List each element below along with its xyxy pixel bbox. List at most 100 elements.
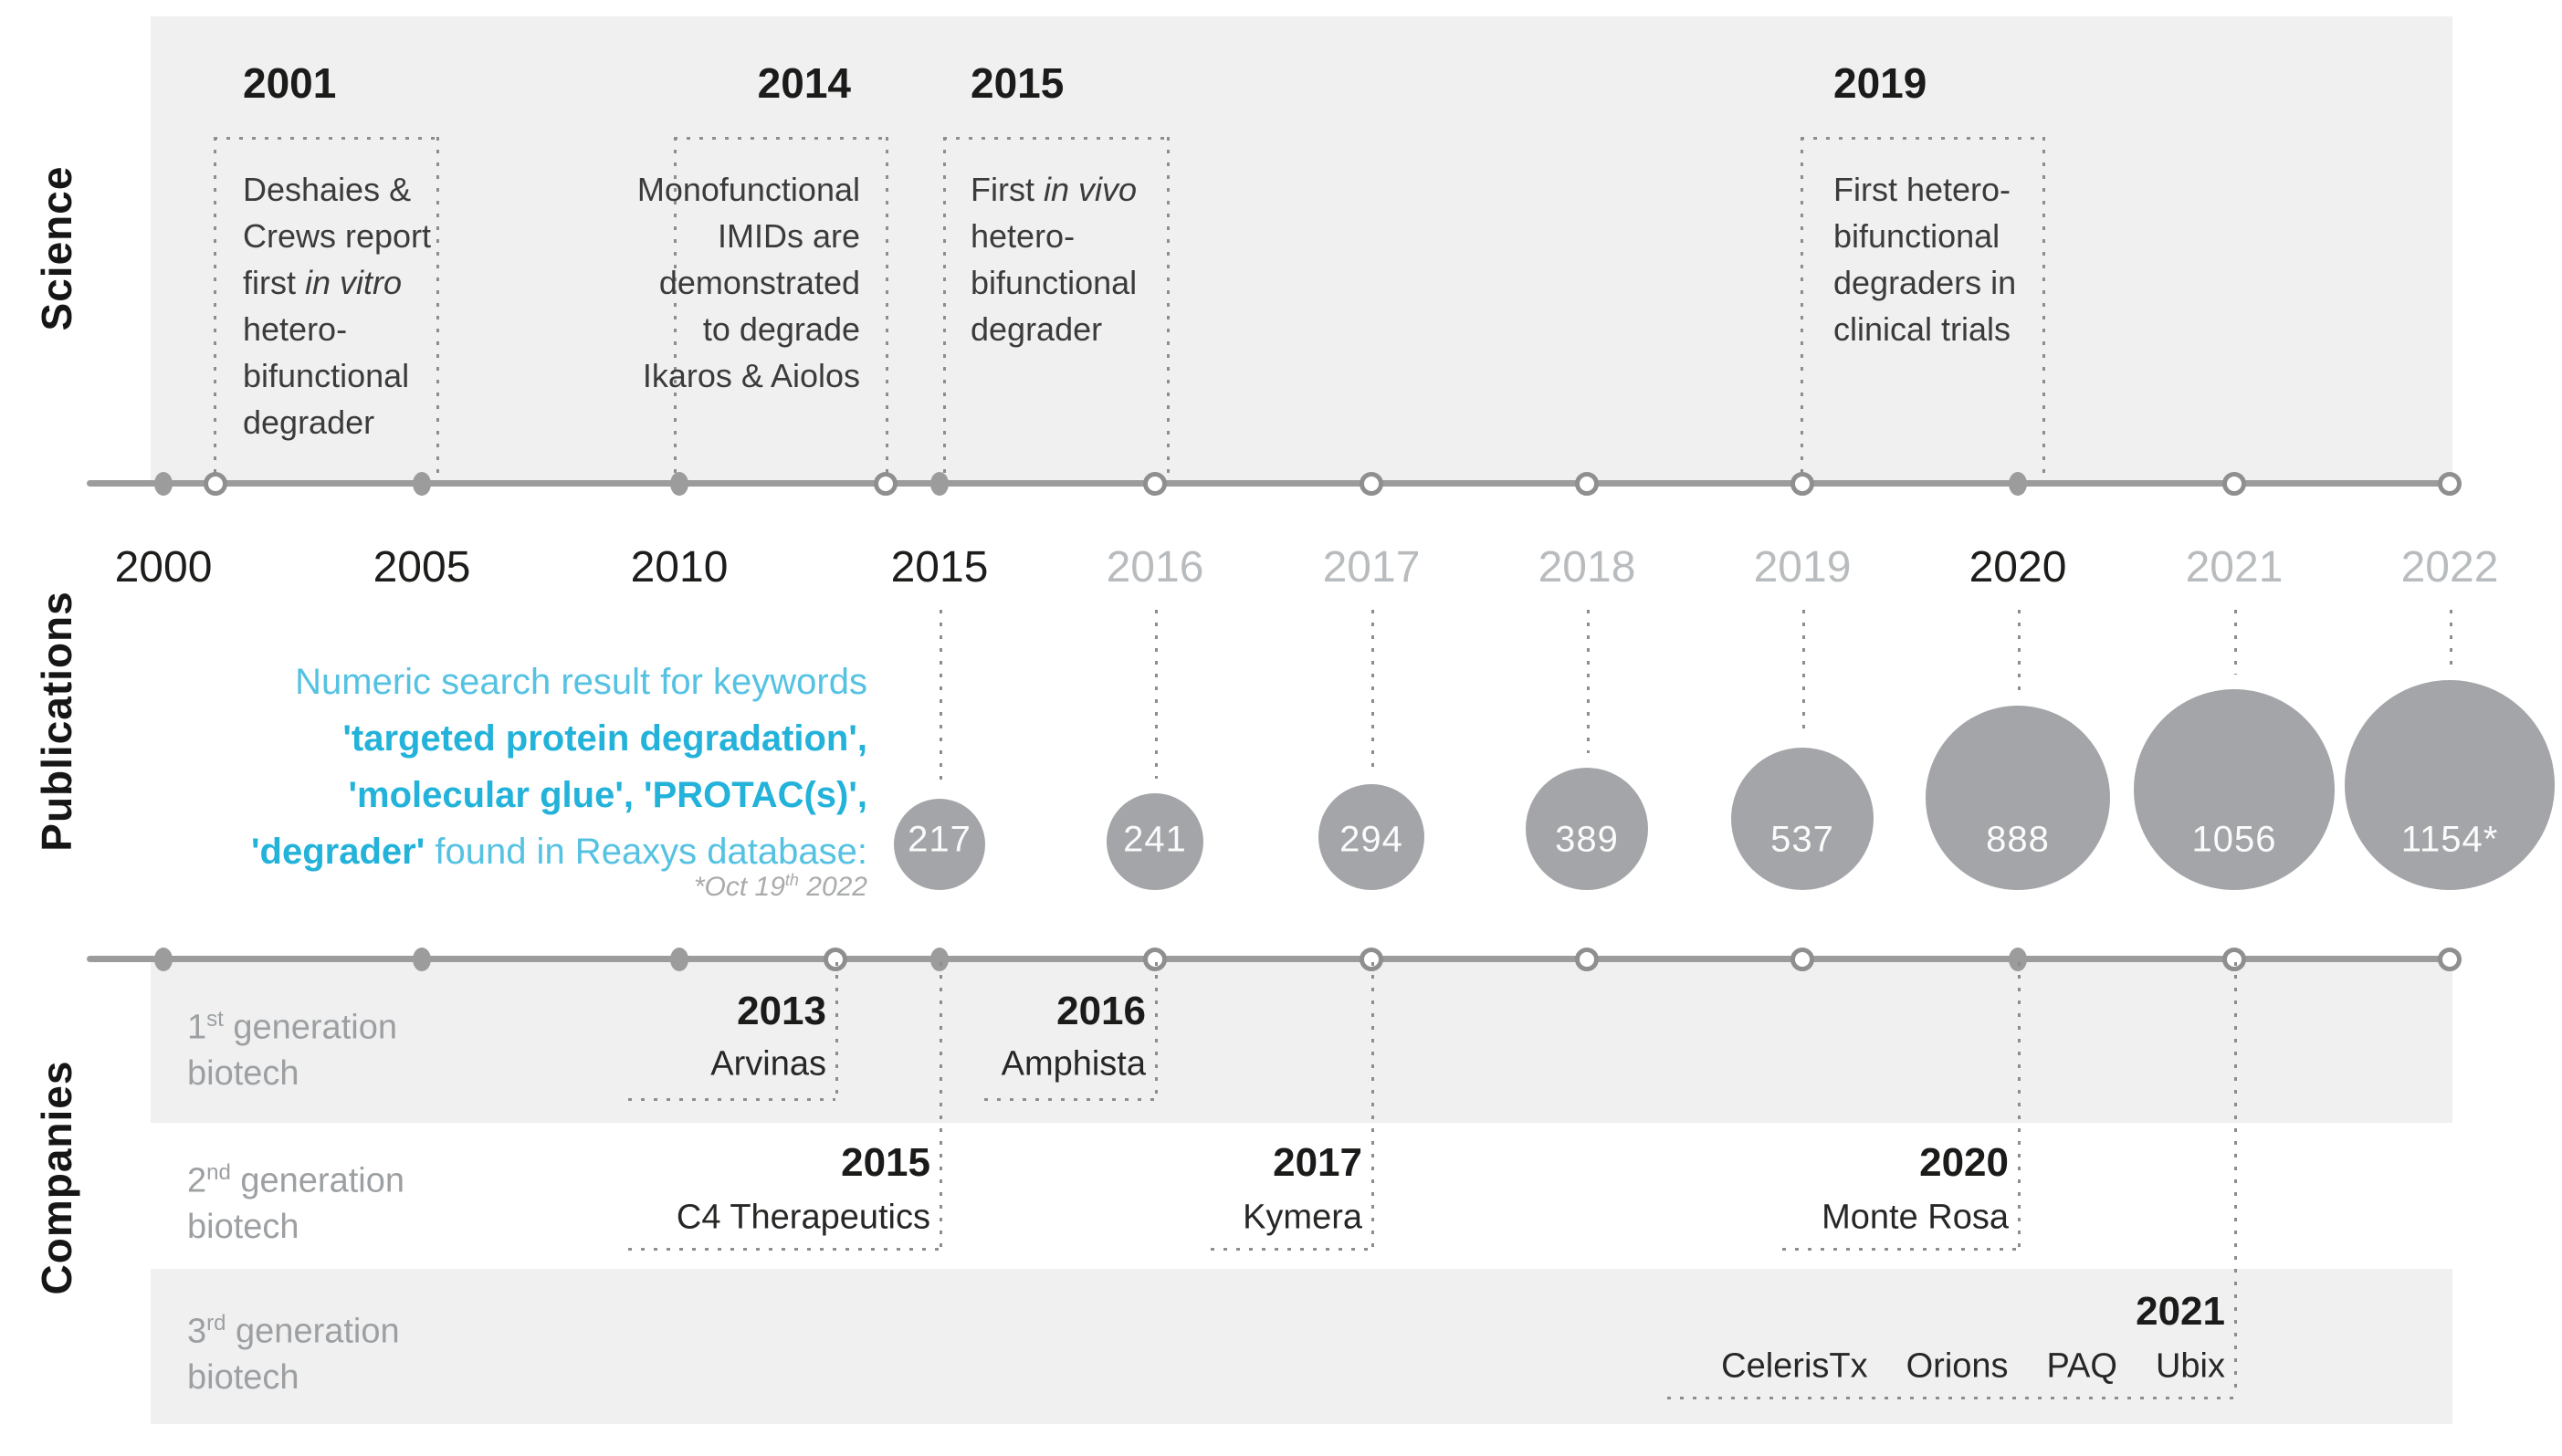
text-segment: degraders in: [1833, 264, 2017, 301]
text-segment: rd: [206, 1311, 226, 1336]
science-timeline-dot-filled: [413, 471, 431, 496]
generation-label-3: 3rd generation biotech: [187, 1301, 400, 1400]
science-event-2014-top-border: [674, 137, 886, 140]
company-name-celeristx: CelerisTx: [1721, 1346, 1868, 1386]
company-card-kymera-year: 2017: [1273, 1140, 1362, 1185]
publication-count-241: 241: [1123, 819, 1187, 860]
science-event-2001-text-line: Crews report: [243, 213, 431, 259]
publications-note-line: 'molecular glue', 'PROTAC(s)',: [251, 767, 868, 823]
companies-timeline-dot-open: [1790, 947, 1814, 971]
science-timeline-dot-filled: [2009, 471, 2027, 496]
science-event-2014-text-line: Ikaros & Aiolos: [637, 352, 860, 399]
company-card-c4-therapeutics-line: [940, 962, 942, 1248]
text-segment: 2: [187, 1161, 207, 1200]
company-card-amphista-underline: [984, 1098, 1155, 1101]
company-card-c4-therapeutics-year: 2015: [841, 1140, 930, 1185]
text-segment: generation: [223, 1008, 397, 1047]
science-event-2019-text-line: First hetero-: [1833, 166, 2016, 213]
company-card-amphista-line: [1155, 962, 1158, 1098]
text-segment: degrader: [971, 310, 1103, 348]
publication-count-294: 294: [1339, 819, 1403, 860]
science-event-2019-top-border: [1801, 137, 2042, 140]
axis-year-2018: 2018: [1538, 543, 1636, 592]
publication-bubble-1056: [2134, 689, 2335, 890]
publication-count-217: 217: [908, 819, 971, 860]
science-event-2001-text: Deshaies & Crews report first in vitro hete…: [243, 166, 431, 445]
science-event-2001-top-border: [214, 137, 436, 140]
axis-year-2020: 2020: [1969, 543, 2067, 592]
axis-year-2021: 2021: [2185, 543, 2284, 592]
company-card-arvinas-name: Arvinas: [710, 1044, 826, 1084]
text-segment: bifunctional: [971, 264, 1138, 301]
science-event-2019-left-line: [1801, 137, 1803, 480]
company-card-kymera-name: Kymera: [1243, 1198, 1362, 1237]
text-segment: biotech: [187, 1053, 299, 1093]
science-timeline-dot-filled: [670, 471, 688, 496]
section-label-companies: Companies: [33, 1060, 80, 1295]
science-event-2014-text-line: demonstrated: [637, 259, 860, 306]
companies-timeline-dot-filled: [413, 947, 431, 971]
science-event-2015-year: 2015: [971, 59, 1065, 107]
science-timeline: [87, 480, 2461, 487]
text-segment: Crews report: [243, 217, 432, 255]
company-card-monte-rosa-underline: [1782, 1248, 2018, 1251]
company-name-paq: PAQ: [2046, 1346, 2117, 1386]
science-event-2015-text-line: hetero-: [971, 213, 1137, 259]
publications-note-line: 'degrader' found in Reaxys database:: [251, 823, 867, 880]
company-name-orions: Orions: [1906, 1346, 2009, 1386]
axis-year-2015: 2015: [890, 543, 989, 592]
science-timeline-dot-open: [2222, 471, 2246, 496]
company-card-monte-rosa-line: [2018, 962, 2021, 1248]
text-segment: IMIDs are: [717, 217, 860, 255]
text-segment: demonstrated: [658, 264, 860, 301]
science-event-2019-text-line: clinical trials: [1833, 306, 2016, 352]
science-event-2001-text-line: first in vitro: [243, 259, 431, 306]
science-timeline-dot-filled: [154, 471, 173, 496]
publication-count-888: 888: [1986, 819, 2050, 860]
companies-timeline-dot-open: [1575, 947, 1599, 971]
text-segment: bifunctional: [243, 357, 410, 394]
company-card-monte-rosa-name: Monte Rosa: [1822, 1198, 2009, 1237]
science-timeline-dot-open: [2438, 471, 2462, 496]
text-segment: 1: [187, 1008, 207, 1047]
text-segment: 3: [187, 1312, 207, 1351]
science-event-2014-year: 2014: [757, 59, 851, 107]
publications-footnote: *Oct 19th 2022: [694, 871, 867, 903]
company-card-gen3-companies-year: 2021: [2136, 1289, 2225, 1334]
science-event-2019-text-line: degraders in: [1833, 259, 2016, 306]
publication-guide-537: [1802, 610, 1805, 733]
section-label-science: Science: [33, 165, 80, 331]
text-segment: hetero-: [971, 217, 1076, 255]
text-segment: biotech: [187, 1357, 299, 1397]
axis-year-2022: 2022: [2400, 543, 2499, 592]
company-card-gen3-companies-underline: [1667, 1397, 2234, 1399]
science-event-2019-right-line: [2042, 137, 2045, 480]
publication-guide-217: [940, 610, 942, 784]
company-card-c4-therapeutics-name: C4 Therapeutics: [676, 1198, 930, 1237]
publication-bubble-888: [1926, 706, 2110, 890]
text-segment: in vitro: [305, 264, 403, 301]
text-segment: bifunctional: [1833, 217, 2000, 255]
axis-year-2019: 2019: [1753, 543, 1852, 592]
science-timeline-dot-open: [1143, 471, 1167, 496]
text-segment: first: [243, 264, 305, 301]
publication-guide-888: [2018, 610, 2021, 691]
footnote-text: *Oct 19: [693, 872, 785, 902]
science-event-2015-top-border: [943, 137, 1167, 140]
companies-timeline-dot-open: [1360, 947, 1383, 971]
text-segment: biotech: [187, 1207, 299, 1246]
company-card-arvinas-line: [835, 962, 838, 1098]
publication-guide-1056: [2234, 610, 2237, 675]
science-event-2019-year: 2019: [1833, 59, 1927, 107]
text-segment: degrader: [243, 403, 375, 441]
companies-timeline-dot-filled: [154, 947, 173, 971]
science-event-2001-year: 2001: [243, 59, 337, 107]
text-segment: 'degrader': [251, 832, 425, 872]
companies-timeline-dot-open: [2438, 947, 2462, 971]
company-card-c4-therapeutics-underline: [628, 1248, 940, 1251]
publication-bubble-241: [1107, 793, 1203, 890]
companies-timeline: [87, 956, 2461, 962]
text-segment: 'molecular glue', 'PROTAC(s)',: [348, 775, 868, 815]
text-segment: clinical trials: [1833, 310, 2011, 348]
science-event-2014-text-line: IMIDs are: [637, 213, 860, 259]
